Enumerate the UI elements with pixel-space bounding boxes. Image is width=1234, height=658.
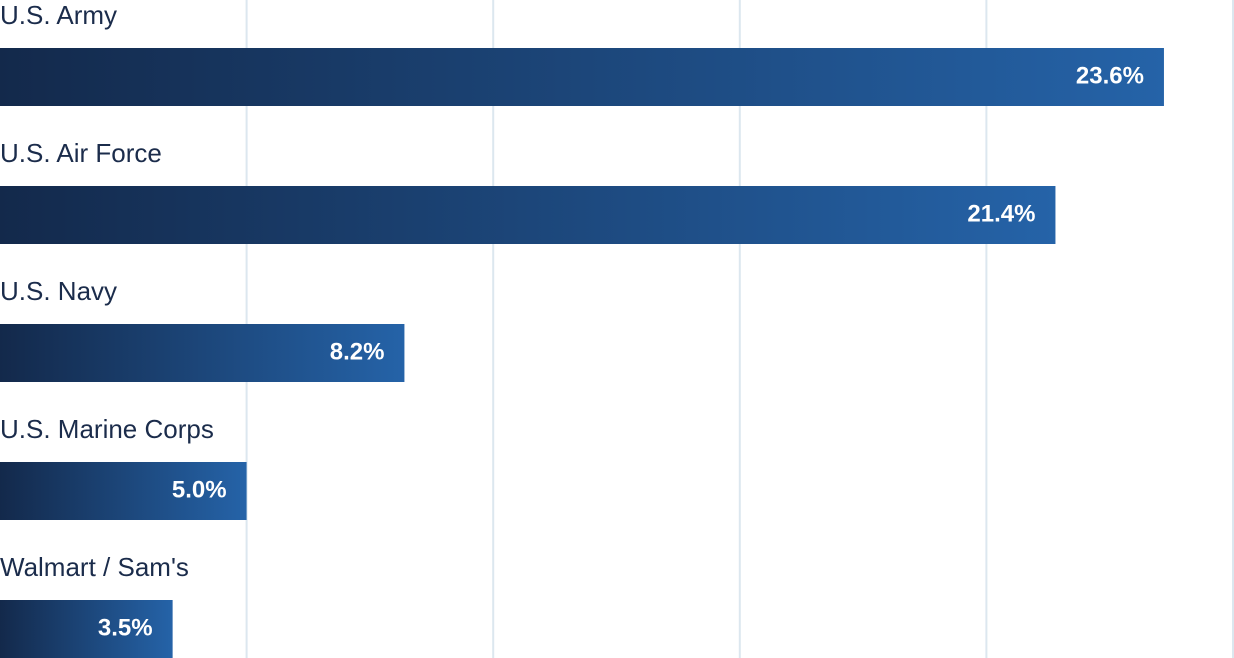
category-label: U.S. Army	[0, 0, 117, 30]
category-label: U.S. Air Force	[0, 138, 162, 168]
bar	[0, 48, 1164, 106]
bar	[0, 324, 405, 382]
value-label: 5.0%	[172, 476, 227, 503]
bar	[0, 600, 173, 658]
value-label: 3.5%	[98, 614, 153, 641]
bar	[0, 462, 247, 520]
value-label: 21.4%	[967, 200, 1035, 227]
category-label: Walmart / Sam's	[0, 552, 189, 582]
value-label: 8.2%	[330, 338, 385, 365]
category-label: U.S. Navy	[0, 276, 117, 306]
category-label: U.S. Marine Corps	[0, 414, 214, 444]
bar	[0, 186, 1056, 244]
value-label: 23.6%	[1076, 62, 1144, 89]
